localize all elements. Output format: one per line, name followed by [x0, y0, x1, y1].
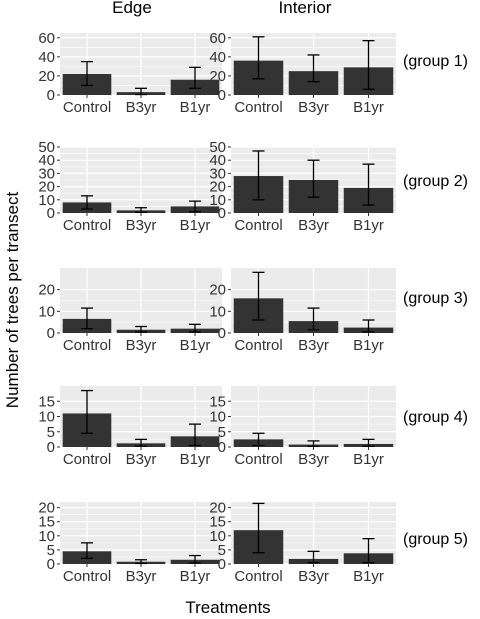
y-tick-label: 0	[47, 325, 55, 342]
y-tick-label: 40	[209, 152, 226, 169]
row-label-group-1: (group 1)	[403, 53, 468, 70]
y-tick-label: 0	[47, 87, 55, 104]
panel-interior-group-1: 0 20 40 60 Control B3yr B1yr	[209, 30, 396, 116]
x-tick-label-b3yr: B3yr	[126, 217, 157, 234]
x-tick-label-b3yr: B3yr	[298, 99, 329, 116]
x-tick-label-b3yr: B3yr	[126, 451, 157, 468]
y-tick-label: 60	[209, 30, 226, 47]
y-tick-label: 10	[209, 409, 226, 426]
row-label-group-4: (group 4)	[403, 409, 468, 426]
y-tick-label: 0	[47, 439, 55, 456]
y-tick-label: 0	[218, 87, 226, 104]
y-tick-label: 60	[38, 30, 55, 47]
y-tick-label: 40	[38, 152, 55, 169]
y-tick-label: 10	[38, 303, 55, 320]
x-tick-label-b1yr: B1yr	[353, 99, 384, 116]
panel-interior-group-3: 0 10 20 Control B3yr B1yr	[209, 268, 396, 354]
x-tick-label-control: Control	[234, 451, 282, 468]
column-header-edge: Edge	[112, 0, 152, 17]
x-tick-label-b3yr: B3yr	[126, 337, 157, 354]
y-tick-label: 0	[218, 439, 226, 456]
x-tick-label-b1yr: B1yr	[180, 217, 211, 234]
y-tick-label: 5	[218, 424, 226, 441]
panel-edge-group-3: 0 10 20 Control B3yr B1yr	[38, 268, 222, 354]
row-label-group-3: (group 3)	[403, 290, 468, 307]
y-tick-label: 20	[38, 68, 55, 85]
x-tick-label-control: Control	[234, 337, 282, 354]
y-tick-label: 5	[218, 542, 226, 559]
x-tick-label-b3yr: B3yr	[298, 568, 329, 585]
y-tick-label: 0	[218, 205, 226, 222]
x-tick-label-control: Control	[234, 568, 282, 585]
x-tick-label-b3yr: B3yr	[298, 451, 329, 468]
y-tick-label: 20	[209, 179, 226, 196]
y-tick-label: 5	[47, 424, 55, 441]
x-tick-label-b3yr: B3yr	[298, 337, 329, 354]
y-tick-label: 10	[209, 528, 226, 545]
column-header-interior: Interior	[279, 0, 332, 17]
y-tick-label: 15	[209, 514, 226, 531]
y-tick-label: 20	[209, 68, 226, 85]
y-tick-label: 0	[47, 556, 55, 573]
x-tick-label-b1yr: B1yr	[180, 99, 211, 116]
y-tick-label: 20	[38, 282, 55, 299]
x-tick-label-b3yr: B3yr	[126, 568, 157, 585]
x-tick-label-b1yr: B1yr	[180, 568, 211, 585]
y-axis-label: Number of trees per transect	[3, 192, 22, 409]
y-tick-label: 0	[218, 556, 226, 573]
x-tick-label-b1yr: B1yr	[353, 217, 384, 234]
y-tick-label: 10	[209, 192, 226, 209]
y-tick-label: 15	[209, 393, 226, 410]
x-tick-label-b3yr: B3yr	[126, 99, 157, 116]
x-tick-label-control: Control	[63, 568, 111, 585]
x-tick-label-control: Control	[234, 99, 282, 116]
x-tick-label-b1yr: B1yr	[180, 451, 211, 468]
y-tick-label: 20	[209, 500, 226, 517]
y-tick-label: 15	[38, 514, 55, 531]
y-tick-label: 30	[38, 165, 55, 182]
x-tick-label-b3yr: B3yr	[298, 217, 329, 234]
x-tick-label-control: Control	[63, 451, 111, 468]
x-axis-label: Treatments	[185, 598, 270, 617]
y-tick-label: 0	[218, 325, 226, 342]
y-tick-label: 50	[38, 139, 55, 156]
x-tick-label-control: Control	[63, 99, 111, 116]
y-tick-label: 5	[47, 542, 55, 559]
y-tick-label: 10	[38, 192, 55, 209]
y-tick-label: 20	[209, 282, 226, 299]
panel-edge-group-1: 0 20 40 60 Control B3yr B1yr	[38, 30, 222, 116]
x-tick-label-control: Control	[63, 337, 111, 354]
y-tick-label: 10	[38, 409, 55, 426]
y-tick-label: 10	[38, 528, 55, 545]
row-label-group-2: (group 2)	[403, 173, 468, 190]
x-tick-label-b1yr: B1yr	[180, 337, 211, 354]
x-tick-label-control: Control	[63, 217, 111, 234]
y-tick-label: 20	[38, 500, 55, 517]
x-tick-label-b1yr: B1yr	[353, 451, 384, 468]
x-tick-label-b1yr: B1yr	[353, 568, 384, 585]
x-tick-label-b1yr: B1yr	[353, 337, 384, 354]
y-tick-label: 20	[38, 179, 55, 196]
bar-b3yr	[288, 71, 339, 95]
y-tick-label: 40	[38, 49, 55, 66]
y-tick-label: 15	[38, 393, 55, 410]
y-tick-label: 50	[209, 139, 226, 156]
y-tick-label: 40	[209, 49, 226, 66]
y-tick-label: 10	[209, 303, 226, 320]
x-tick-label-control: Control	[234, 217, 282, 234]
y-tick-label: 0	[47, 205, 55, 222]
y-tick-label: 30	[209, 165, 226, 182]
row-label-group-5: (group 5)	[403, 531, 468, 548]
